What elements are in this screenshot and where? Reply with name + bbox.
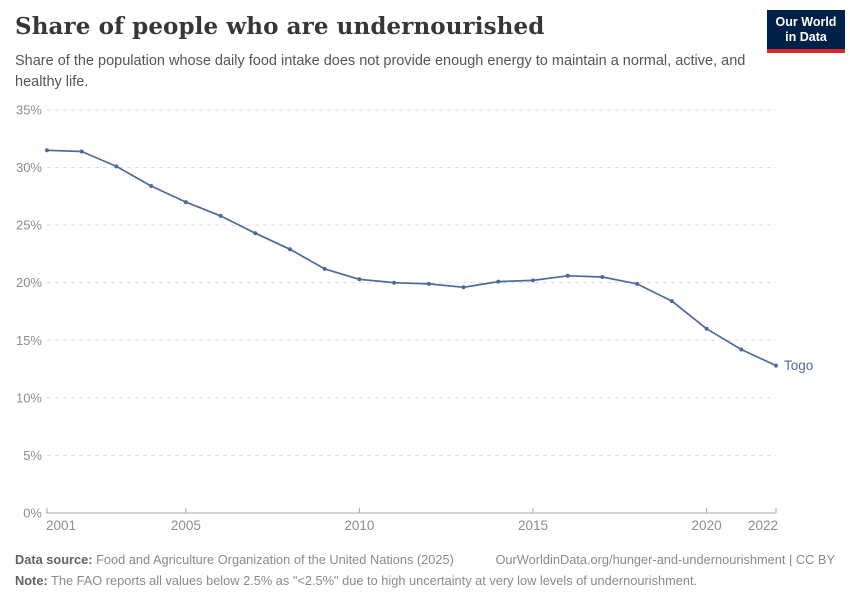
footer-datasource: Data source: Food and Agriculture Organi… [15, 552, 454, 568]
footer-source-row: Data source: Food and Agriculture Organi… [15, 552, 835, 568]
chart-canvas[interactable]: 0% 5% 10% 15% 20% 25% 30% 35% 2001 2005 2010 2015 20… [0, 100, 850, 548]
footer-datasource-text: Food and Agriculture Organization of the… [92, 552, 454, 567]
data-point[interactable] [149, 184, 154, 188]
owid-logo-line2: in Data [785, 30, 827, 44]
x-tick-label: 2015 [518, 518, 548, 533]
x-tick-label: 2001 [46, 518, 76, 533]
data-point[interactable] [426, 281, 431, 286]
y-tick-label: 10% [16, 390, 42, 405]
x-tick-label: 2022 [748, 518, 778, 533]
data-point[interactable] [739, 347, 744, 352]
data-point[interactable] [322, 266, 327, 271]
y-tick-label: 20% [16, 275, 42, 290]
y-tick-label: 30% [16, 160, 42, 175]
footer-note-row: Note: The FAO reports all values below 2… [15, 573, 835, 589]
y-tick-label: 5% [23, 448, 42, 463]
footer-note-label: Note: [15, 573, 48, 588]
data-point[interactable] [704, 326, 709, 331]
page-title: Share of people who are undernourished [15, 13, 545, 40]
data-point[interactable] [357, 277, 362, 282]
chart-footer: Data source: Food and Agriculture Organi… [15, 552, 835, 589]
y-tick-label: 25% [16, 218, 42, 233]
footer-url-link[interactable]: OurWorldinData.org/hunger-and-undernouri… [495, 552, 835, 567]
page-subtitle: Share of the population whose daily food… [15, 53, 746, 90]
x-tick-label: 2020 [692, 518, 722, 533]
data-point[interactable] [183, 200, 188, 205]
data-point[interactable] [45, 148, 49, 153]
data-point[interactable] [774, 363, 778, 368]
y-tick-label: 15% [16, 333, 42, 348]
footer-datasource-label: Data source: [15, 552, 93, 567]
series-end-label: Togo [784, 358, 813, 373]
owid-logo[interactable]: Our World in Data [767, 10, 845, 53]
data-point[interactable] [79, 149, 84, 154]
x-tick-label: 2005 [171, 518, 201, 533]
data-point[interactable] [496, 279, 501, 284]
x-tick-label: 2010 [344, 518, 374, 533]
y-tick-label: 35% [16, 103, 42, 118]
data-point[interactable] [461, 285, 466, 290]
owid-logo-line1: Our World [775, 15, 837, 29]
footer-note-text: The FAO reports all values below 2.5% as… [47, 573, 698, 588]
data-point[interactable] [218, 213, 223, 218]
y-tick-label: 0% [23, 506, 42, 521]
data-point[interactable] [531, 278, 535, 283]
data-line[interactable] [46, 149, 777, 367]
data-point[interactable] [288, 247, 292, 252]
data-point[interactable] [565, 273, 570, 278]
data-point[interactable] [114, 164, 119, 169]
data-point[interactable] [635, 281, 640, 286]
data-point[interactable] [253, 231, 258, 236]
data-point[interactable] [392, 280, 397, 285]
data-point[interactable] [600, 275, 605, 279]
data-point[interactable] [669, 299, 674, 304]
